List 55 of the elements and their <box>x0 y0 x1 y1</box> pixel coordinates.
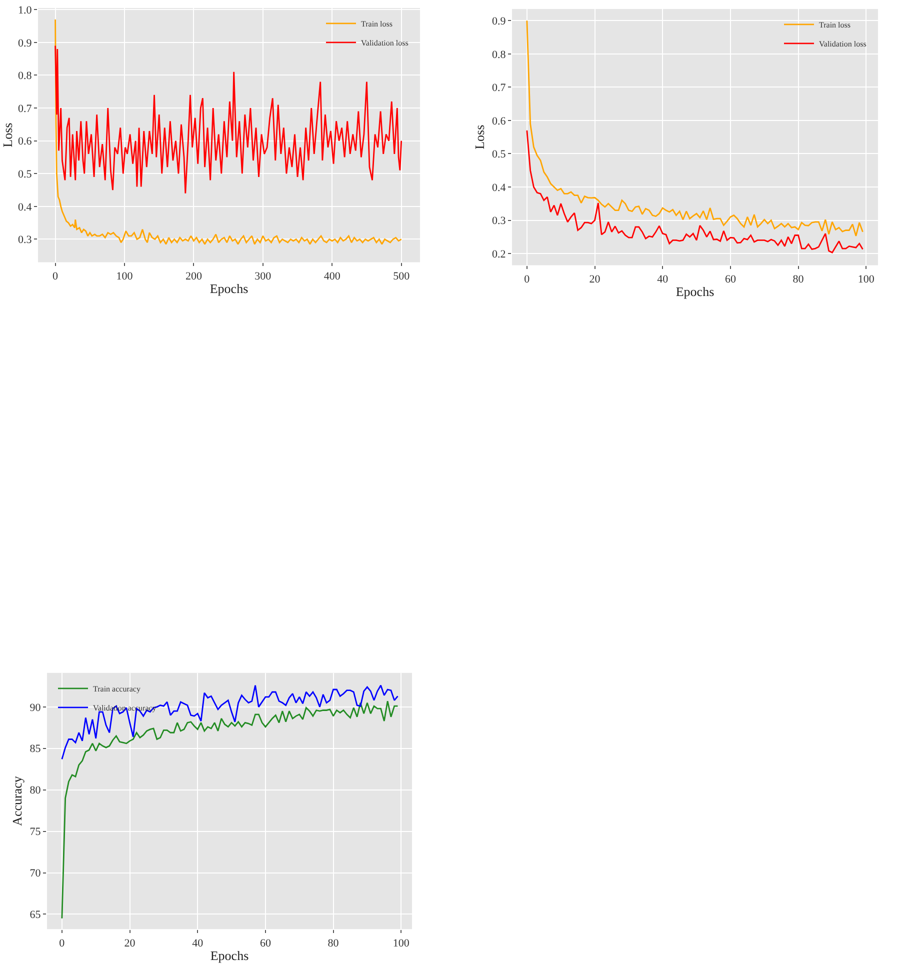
line-series <box>54 45 402 194</box>
x-tick-label: 0 <box>52 270 59 282</box>
line-series <box>61 684 398 760</box>
y-tick-label: 85 <box>30 743 42 756</box>
x-tick-label: 100 <box>392 937 410 950</box>
y-tick-label: 0.6 <box>492 115 506 128</box>
x-tick-label: 40 <box>657 273 669 286</box>
x-tick-label: 80 <box>328 937 340 950</box>
y-tick-label: 0.3 <box>492 215 506 228</box>
x-tick-label: 0 <box>524 273 530 286</box>
x-tick-label: 60 <box>260 937 272 950</box>
y-tick-label: 0.6 <box>18 136 32 148</box>
x-tick-label: 100 <box>858 273 875 286</box>
y-tick-label: 80 <box>30 784 42 797</box>
x-axis-title: Epochs <box>676 284 714 299</box>
y-axis-title: Accuracy <box>10 776 25 826</box>
x-tick-label: 60 <box>724 273 736 286</box>
y-tick-label: 65 <box>30 909 42 922</box>
y-axis-title: Loss <box>0 122 15 148</box>
y-tick-label: 0.4 <box>492 182 506 194</box>
x-axis-title: Epochs <box>210 948 249 963</box>
x-tick-label: 20 <box>589 273 601 286</box>
legend-label: Validation loss <box>361 38 408 48</box>
legend-label: Train accuracy <box>93 684 140 694</box>
legend-label: Validation loss <box>819 40 866 49</box>
y-axis-title: Loss <box>472 124 487 150</box>
x-tick-label: 200 <box>185 270 202 282</box>
legend-label: Train loss <box>361 20 392 29</box>
x-tick-label: 100 <box>116 270 134 282</box>
y-tick-label: 75 <box>30 826 42 838</box>
y-tick-label: 0.9 <box>492 15 506 28</box>
y-tick-label: 0.3 <box>18 234 32 246</box>
x-tick-label: 300 <box>254 270 272 282</box>
legend-label: Train loss <box>819 20 850 30</box>
y-tick-label: 90 <box>30 702 42 714</box>
x-tick-label: 400 <box>324 270 341 282</box>
x-axis-title: Epochs <box>210 281 248 296</box>
y-tick-label: 0.9 <box>18 37 32 50</box>
y-tick-label: 0.7 <box>18 102 32 115</box>
y-tick-label: 1.0 <box>18 4 32 16</box>
y-tick-label: 0.8 <box>18 70 32 82</box>
y-tick-label: 70 <box>30 868 42 880</box>
x-tick-label: 20 <box>124 937 136 950</box>
y-tick-label: 0.8 <box>492 48 506 61</box>
y-tick-label: 0.4 <box>18 201 32 214</box>
y-tick-label: 0.2 <box>492 248 506 260</box>
line-series <box>526 130 864 254</box>
y-tick-label: 0.7 <box>492 82 506 94</box>
x-tick-label: 40 <box>192 937 204 950</box>
y-tick-label: 0.5 <box>18 168 32 180</box>
x-tick-label: 0 <box>59 937 66 950</box>
x-tick-label: 80 <box>792 273 804 286</box>
x-tick-label: 500 <box>393 270 410 282</box>
y-tick-label: 0.5 <box>492 148 506 161</box>
line-series <box>61 700 398 920</box>
